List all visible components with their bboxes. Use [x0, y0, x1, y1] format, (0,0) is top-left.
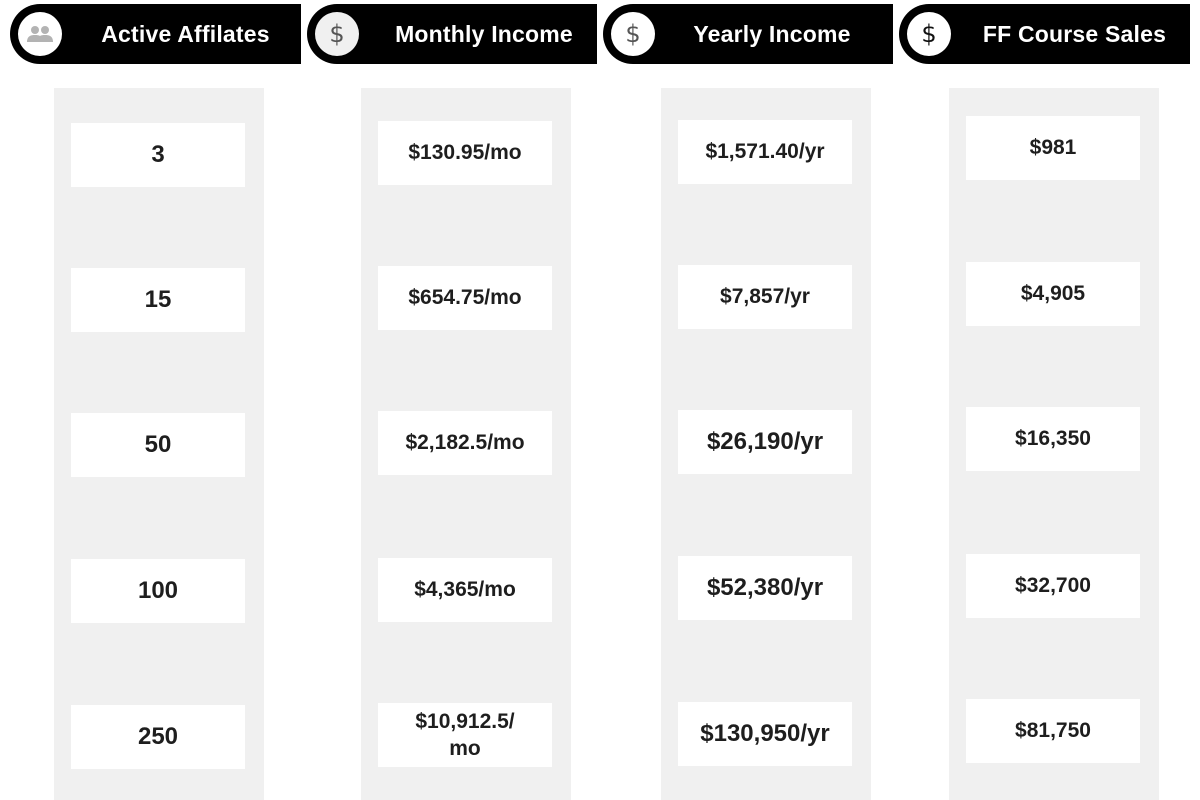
header-monthly-income: $ Monthly Income	[307, 4, 597, 64]
course-sales-cell: $81,750	[966, 699, 1140, 763]
affiliates-cell: 50	[71, 413, 245, 477]
column-yearly-income: $1,571.40/yr $7,857/yr $26,190/yr $52,38…	[661, 88, 871, 800]
course-sales-cell: $981	[966, 116, 1140, 180]
header-active-affiliates: Active Affilates	[10, 4, 301, 64]
dollar-icon: $	[611, 12, 655, 56]
yearly-income-cell: $1,571.40/yr	[678, 120, 852, 184]
yearly-income-cell: $130,950/yr	[678, 702, 852, 766]
column-ff-course-sales: $981 $4,905 $16,350 $32,700 $81,750	[949, 88, 1159, 800]
header-label-ff-course-sales: FF Course Sales	[982, 20, 1167, 47]
course-sales-cell: $4,905	[966, 262, 1140, 326]
monthly-income-cell: $10,912.5/ mo	[378, 703, 552, 767]
header-ff-course-sales: $ FF Course Sales	[899, 4, 1190, 64]
monthly-income-cell: $4,365/mo	[378, 558, 552, 622]
header-label-yearly-income: Yearly Income	[693, 20, 851, 47]
dollar-icon: $	[907, 12, 951, 56]
monthly-income-cell: $654.75/mo	[378, 266, 552, 330]
monthly-income-cell: $130.95/mo	[378, 121, 552, 185]
yearly-income-cell: $7,857/yr	[678, 265, 852, 329]
affiliates-cell: 15	[71, 268, 245, 332]
course-sales-cell: $16,350	[966, 407, 1140, 471]
column-active-affiliates: 3 15 50 100 250	[54, 88, 264, 800]
affiliates-cell: 250	[71, 705, 245, 769]
yearly-income-cell: $52,380/yr	[678, 556, 852, 620]
people-icon	[18, 12, 62, 56]
monthly-income-cell: $2,182.5/mo	[378, 411, 552, 475]
header-label-active-affiliates: Active Affilates	[101, 20, 270, 47]
affiliates-cell: 100	[71, 559, 245, 623]
affiliates-cell: 3	[71, 123, 245, 187]
dollar-icon: $	[315, 12, 359, 56]
column-monthly-income: $130.95/mo $654.75/mo $2,182.5/mo $4,365…	[361, 88, 571, 800]
header-label-monthly-income: Monthly Income	[395, 20, 573, 47]
course-sales-cell: $32,700	[966, 554, 1140, 618]
header-yearly-income: $ Yearly Income	[603, 4, 893, 64]
yearly-income-cell: $26,190/yr	[678, 410, 852, 474]
